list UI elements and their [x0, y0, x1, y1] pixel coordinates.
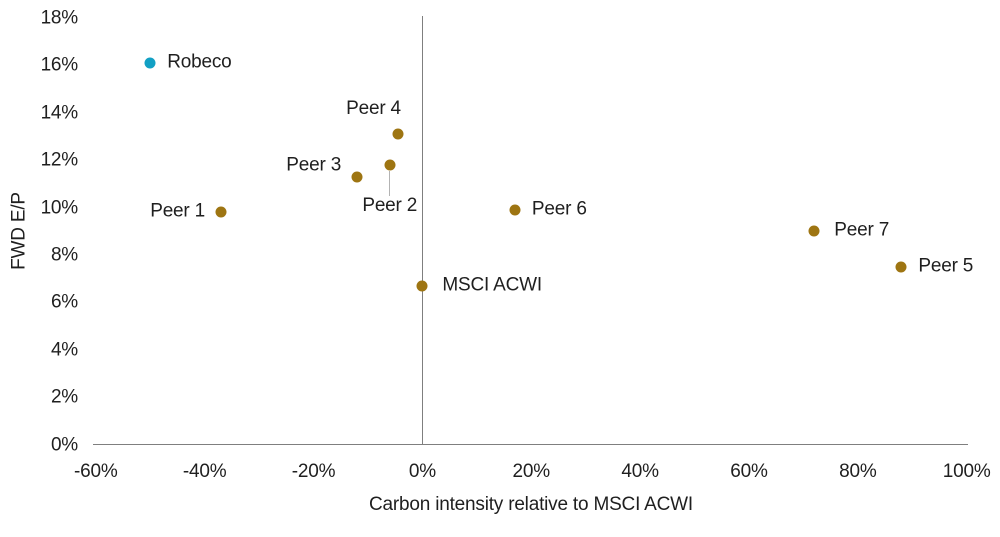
x-tick-label-100-: 100%	[942, 461, 991, 482]
y-tick-label-14-: 14%	[40, 102, 79, 124]
x-tick-label--40-: -40%	[182, 461, 227, 482]
data-point-peer-3	[351, 171, 363, 183]
y-tick-label-12-: 12%	[40, 149, 79, 171]
data-point-msci-acwi	[416, 280, 428, 292]
x-tick-label-20-: 20%	[512, 461, 551, 482]
leader-line-peer-2	[389, 170, 391, 196]
data-point-peer-6	[509, 204, 521, 216]
data-point-peer-1	[215, 206, 227, 218]
y-tick-label-8-: 8%	[50, 244, 78, 266]
y-tick-label-2-: 2%	[50, 386, 78, 408]
x-axis-title: Carbon intensity relative to MSCI ACWI	[369, 494, 693, 515]
x-axis-line	[93, 443, 968, 446]
data-point-label-peer-6: Peer 6	[531, 198, 587, 220]
data-point-peer-7	[808, 225, 820, 237]
data-point-peer-5	[895, 261, 907, 273]
data-point-label-peer-2: Peer 2	[362, 194, 418, 216]
data-point-label-peer-1: Peer 1	[150, 200, 205, 222]
y-tick-label-16-: 16%	[40, 54, 79, 76]
data-point-label-peer-4: Peer 4	[346, 98, 401, 120]
data-point-robeco	[144, 57, 156, 69]
y-tick-label-0-: 0%	[50, 434, 78, 455]
zero-vertical-line	[421, 16, 424, 445]
data-point-peer-2	[384, 159, 396, 171]
data-point-label-robeco: Robeco	[167, 51, 232, 73]
data-point-label-msci-acwi: MSCI ACWI	[442, 274, 542, 296]
x-tick-label-40-: 40%	[621, 461, 659, 482]
x-tick-label-60-: 60%	[730, 461, 768, 482]
y-tick-label-4-: 4%	[50, 339, 78, 361]
data-point-peer-4	[392, 128, 404, 140]
data-point-label-peer-3: Peer 3	[286, 154, 342, 176]
data-point-label-peer-7: Peer 7	[834, 219, 890, 241]
data-point-label-peer-5: Peer 5	[918, 255, 974, 277]
x-tick-label--20-: -20%	[291, 461, 336, 482]
y-tick-label-10-: 10%	[40, 197, 79, 219]
x-tick-label-80-: 80%	[839, 461, 877, 482]
y-tick-label-18-: 18%	[40, 7, 79, 29]
x-tick-label--60-: -60%	[74, 461, 118, 482]
y-tick-label-6-: 6%	[50, 291, 78, 313]
x-tick-label-0-: 0%	[408, 461, 436, 482]
